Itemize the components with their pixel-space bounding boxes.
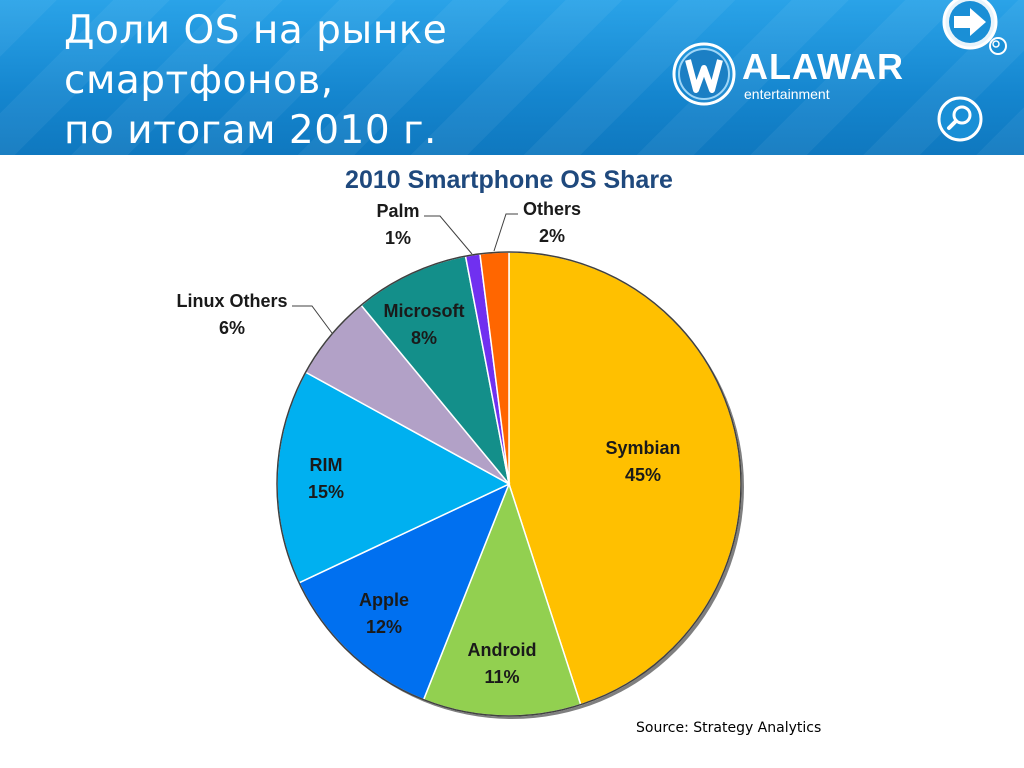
slice-value-apple: 12% [366, 617, 402, 637]
pie-slice-linux-others [304, 304, 510, 485]
slice-value-palm: 1% [385, 228, 411, 248]
slide-title-line-1: Доли OS на рынке [64, 8, 448, 53]
slice-label-rim: RIM [310, 455, 343, 475]
slice-label-apple: Apple [359, 590, 409, 610]
pie-slice-apple [298, 482, 511, 701]
slice-value-rim: 15% [308, 482, 344, 502]
slide-title-line-3: по итогам 2010 г. [64, 108, 437, 153]
pie-slice-palm [464, 252, 510, 485]
pie-slice-symbian [508, 251, 742, 706]
slice-value-others: 2% [539, 226, 565, 246]
slice-label-palm: Palm [376, 201, 419, 221]
pie-slice-rim [276, 371, 511, 584]
pie-slice-android [422, 481, 582, 717]
chart-title: 2010 Smartphone OS Share [345, 166, 673, 194]
leader-line-others [493, 213, 518, 252]
logo-subtitle: entertainment [744, 86, 830, 102]
leader-line-palm [424, 215, 473, 255]
slice-value-symbian: 45% [625, 465, 661, 485]
leader-line-linux-others [292, 305, 333, 334]
alawar-logo-mark-icon [672, 42, 736, 106]
slide-title: Доли OS на рынке смартфонов, по итогам 2… [64, 6, 447, 155]
logo-wordmark: ALAWAR [742, 46, 904, 87]
slice-label-symbian: Symbian [605, 438, 680, 458]
slice-value-android: 11% [484, 667, 519, 687]
slide-title-line-2: смартфонов, [64, 58, 334, 103]
slide-header: Доли OS на рынке смартфонов, по итогам 2… [0, 0, 1024, 155]
slice-value-linux-others: 6% [219, 318, 245, 338]
next-arrow-icon[interactable] [936, 0, 1008, 64]
slice-label-others: Others [523, 199, 581, 219]
pie-slice-others [479, 251, 510, 485]
search-magnifier-icon[interactable] [936, 95, 984, 143]
pie-slice-microsoft [360, 255, 510, 485]
slice-label-linux-others: Linux Others [176, 291, 287, 311]
pie-outline [276, 251, 742, 717]
header-background-pattern [0, 0, 1024, 155]
alawar-logo: ALAWAR entertainment [672, 42, 932, 106]
source-note: Source: Strategy Analytics [636, 720, 822, 736]
slice-label-android: Android [468, 640, 537, 660]
slice-value-microsoft: 8% [411, 328, 437, 348]
pie-shadow [280, 255, 744, 719]
slice-label-microsoft: Microsoft [384, 301, 465, 321]
